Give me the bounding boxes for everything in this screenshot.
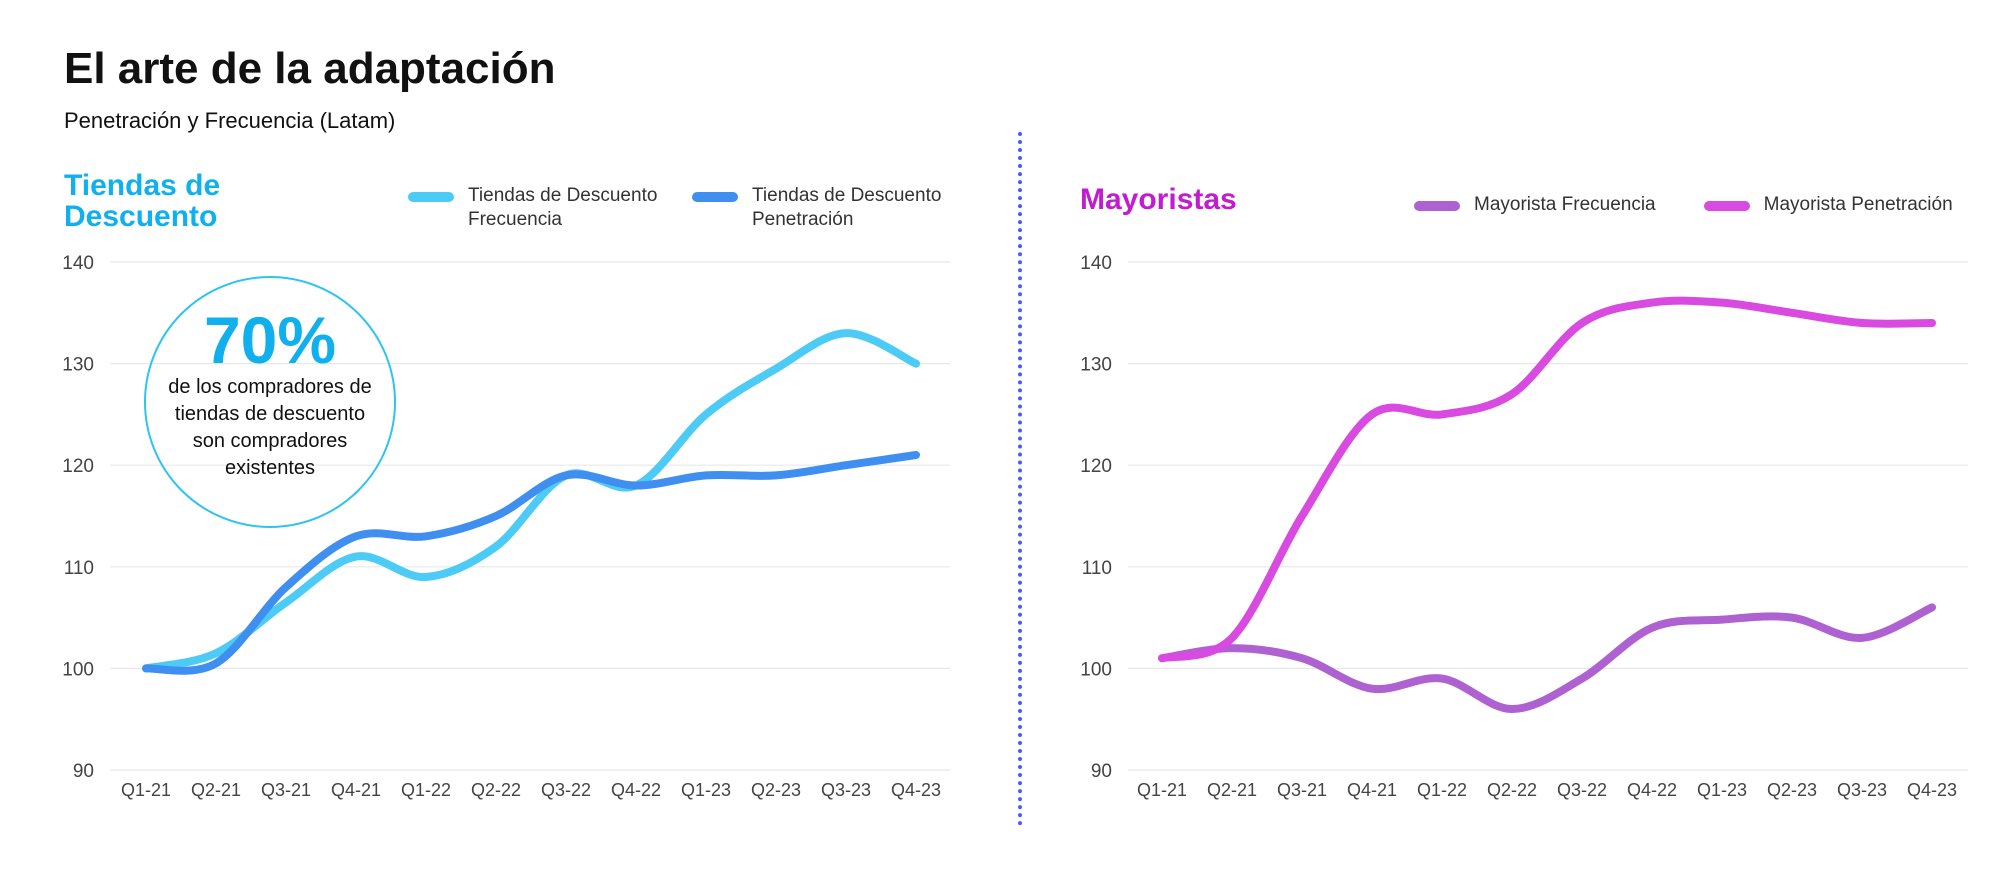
series-line-1 [142,329,920,673]
left-chart-title: Tiendas de Descuento [64,169,221,233]
y-tick-label: 140 [1080,253,1112,274]
x-tick-label: Q1-22 [1417,780,1467,800]
x-tick-label: Q4-22 [1627,780,1677,800]
y-tick-label: 110 [1082,558,1112,579]
legend-label: Tiendas de Descuento Penetración [752,185,942,230]
legend-item-descuento-penetracion: Tiendas de Descuento Penetración [692,184,962,232]
legend-swatch [408,192,454,202]
y-tick-label: 130 [62,355,94,376]
legend-label: Mayorista Penetración [1763,194,1953,215]
series-line-1 [1158,603,1936,713]
x-tick-label: Q1-21 [121,780,171,800]
y-tick-label: 140 [62,253,94,274]
x-tick-label: Q1-23 [1697,780,1747,800]
x-tick-label: Q2-23 [1767,780,1817,800]
callout-value: 70% [203,303,337,377]
x-tick-label: Q2-22 [1487,780,1537,800]
legend-swatch [1414,201,1460,211]
x-tick-label: Q4-22 [611,780,661,800]
x-tick-label: Q4-21 [1347,780,1397,800]
y-tick-label: 110 [64,558,94,579]
legend-swatch [1703,201,1750,211]
page-subtitle: Penetración y Frecuencia (Latam) [64,108,396,133]
callout-text: de los compradores de tiendas de descuen… [168,376,372,479]
series-line-2 [142,451,920,675]
x-tick-label: Q2-22 [471,780,521,800]
y-tick-label: 100 [62,659,94,680]
x-tick-label: Q3-21 [1277,780,1327,800]
x-tick-label: Q3-22 [541,780,591,800]
x-tick-label: Q4-23 [1907,780,1957,800]
callout-circle: 70% de los compradores de tiendas de des… [144,276,396,528]
page-title: El arte de la adaptación [64,44,556,93]
y-tick-label: 100 [1080,659,1112,680]
panel-divider [1018,132,1022,826]
right-chart-legend: Mayorista Frecuencia Mayorista Penetraci… [1414,193,1953,217]
y-tick-label: 120 [62,456,94,477]
y-tick-label: 90 [1091,761,1112,782]
x-tick-label: Q1-21 [1137,780,1187,800]
x-tick-label: Q3-23 [821,780,871,800]
x-tick-label: Q2-21 [1207,780,1257,800]
x-tick-label: Q2-21 [191,780,241,800]
right-chart-title: Mayoristas [1080,183,1237,216]
x-tick-label: Q4-23 [891,780,941,800]
legend-label: Mayorista Frecuencia [1474,194,1656,215]
series-line-2 [1158,296,1936,663]
y-tick-label: 120 [1080,456,1112,477]
x-tick-label: Q3-21 [261,780,311,800]
x-tick-label: Q1-23 [681,780,731,800]
legend-item-descuento-frecuencia: Tiendas de Descuento Frecuencia [408,184,678,232]
legend-swatch [692,192,738,202]
y-tick-label: 90 [73,761,94,782]
x-tick-label: Q2-23 [751,780,801,800]
x-tick-label: Q1-22 [401,780,451,800]
y-tick-label: 130 [1080,355,1112,376]
x-tick-label: Q3-22 [1557,780,1607,800]
legend-item-mayorista-frecuencia: Mayorista Frecuencia [1414,193,1656,217]
x-tick-label: Q4-21 [331,780,381,800]
x-tick-label: Q3-23 [1837,780,1887,800]
legend-item-mayorista-penetracion: Mayorista Penetración [1703,193,1953,217]
left-chart-legend: Tiendas de Descuento Frecuencia Tiendas … [408,184,962,232]
legend-label: Tiendas de Descuento Frecuencia [468,185,658,230]
